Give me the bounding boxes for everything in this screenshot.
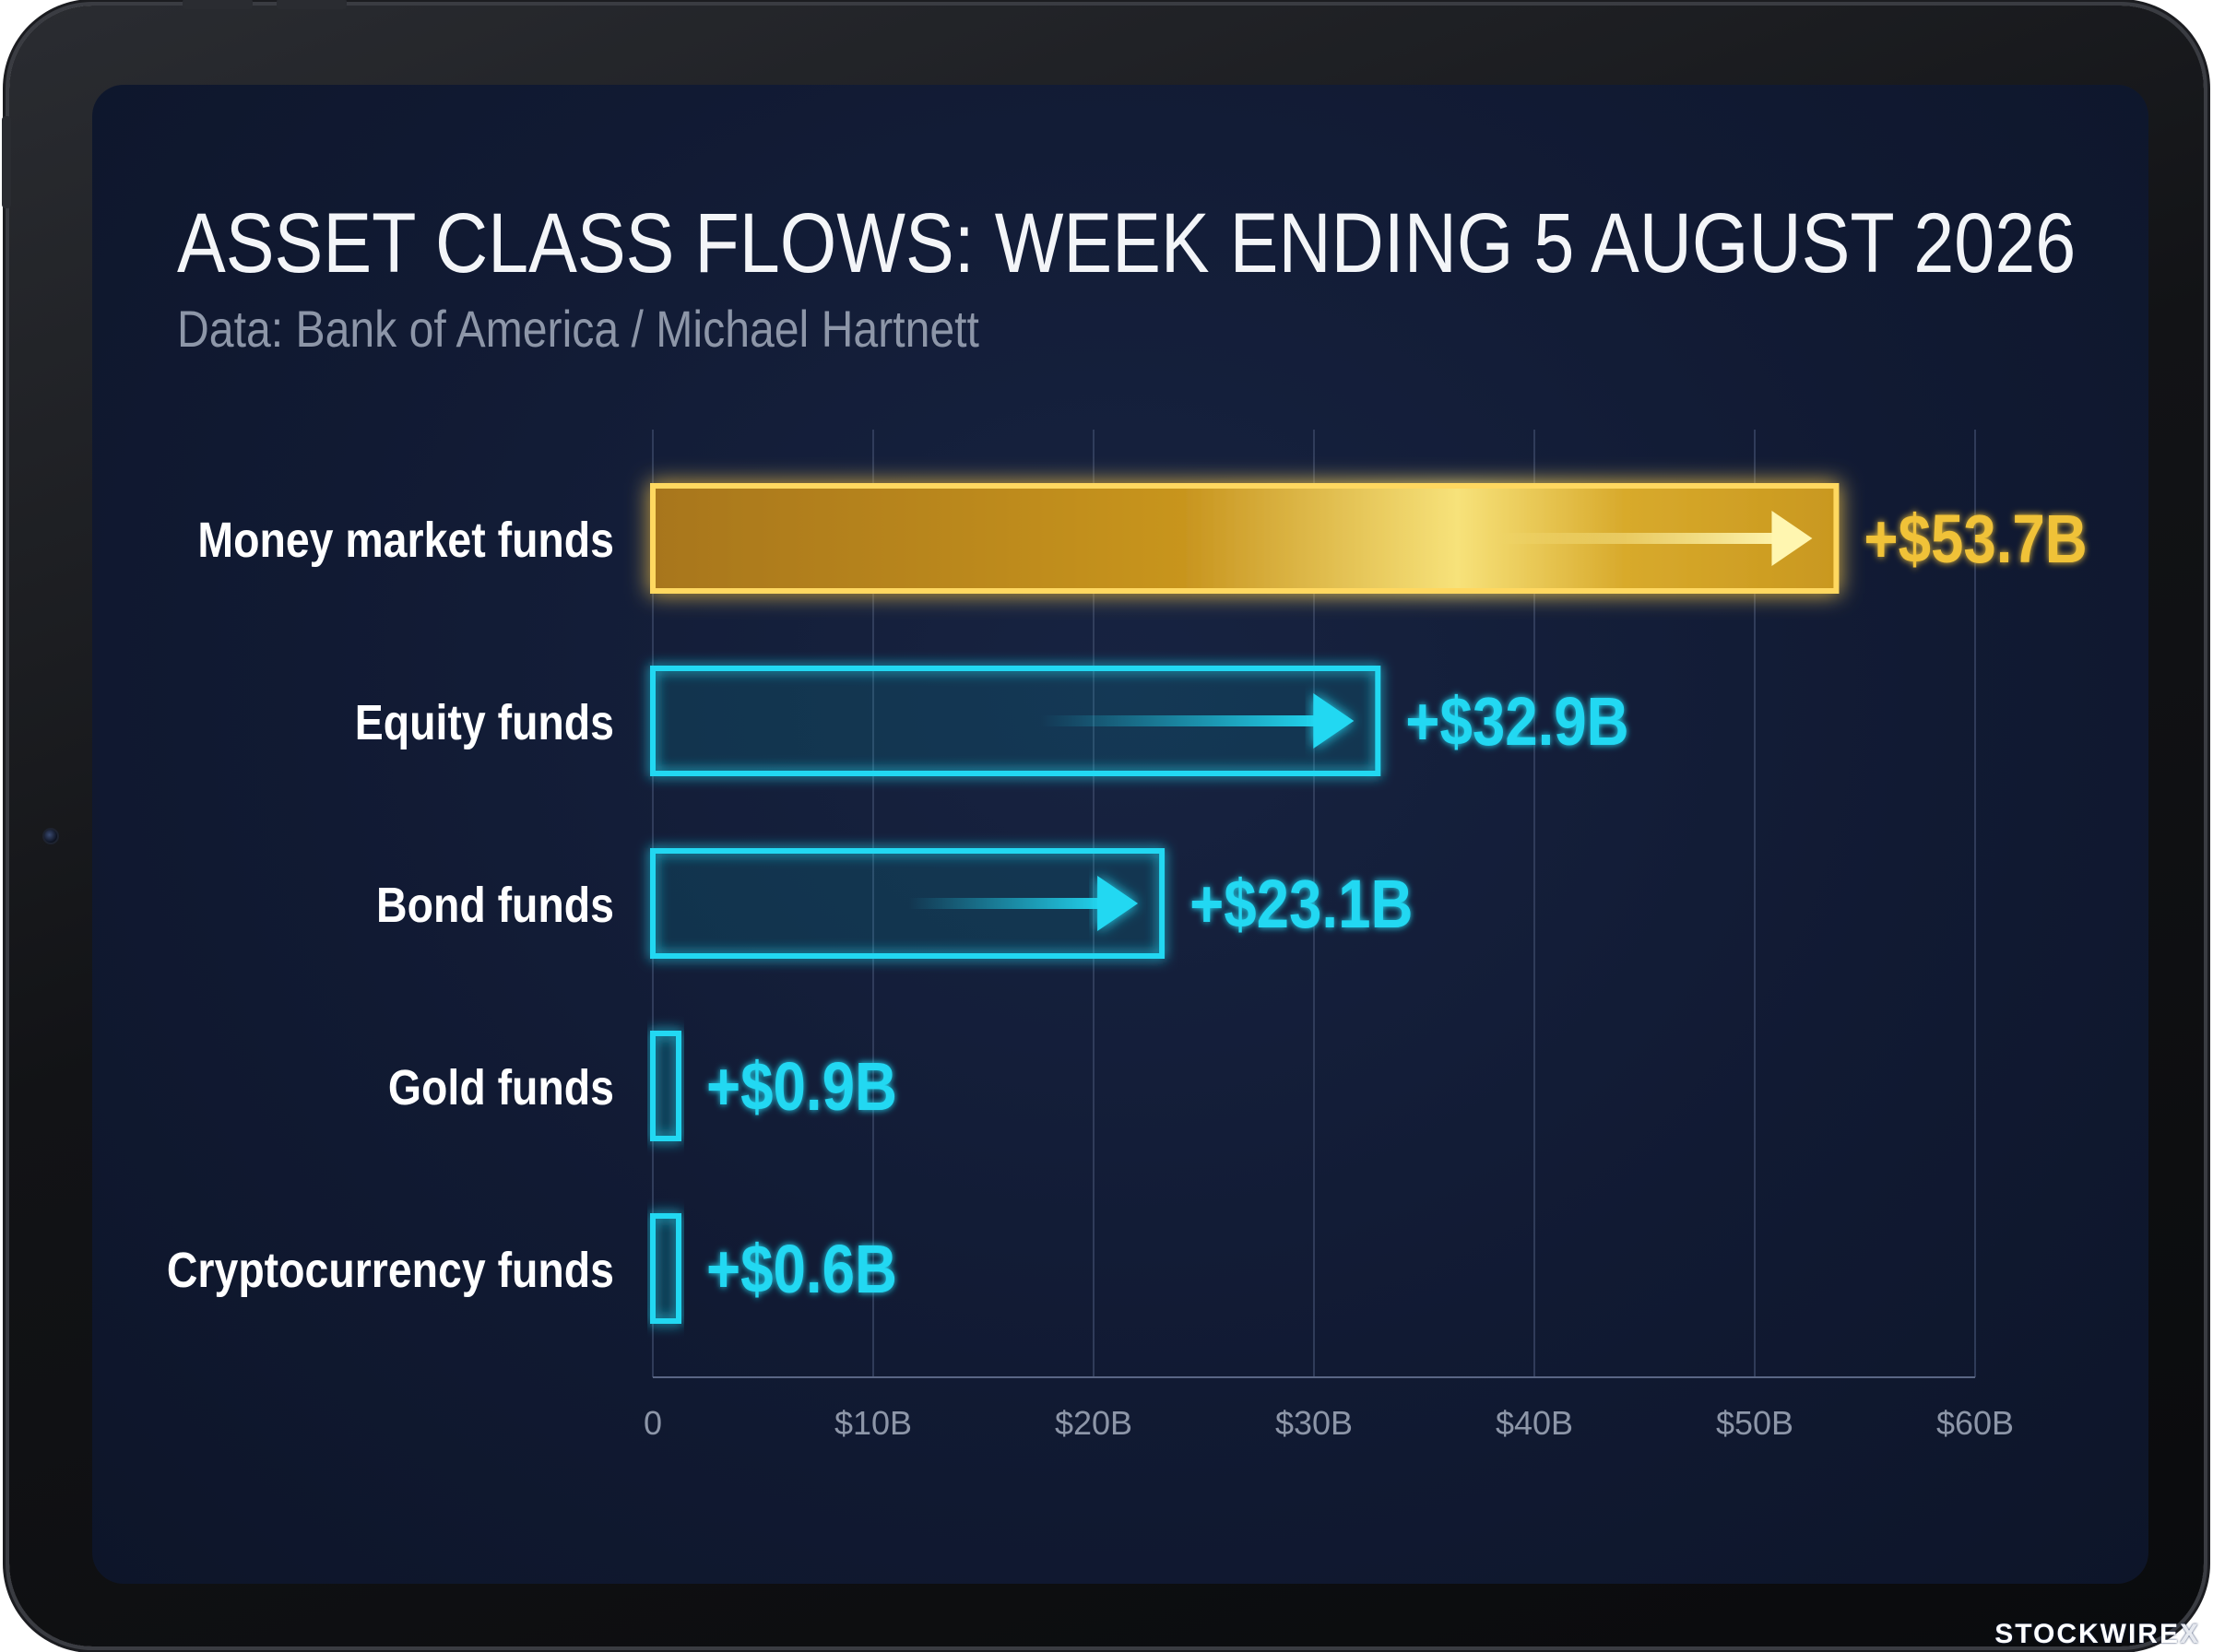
flow-arrow-shaft xyxy=(1040,715,1327,726)
chart-title: ASSET CLASS FLOWS: WEEK ENDING 5 AUGUST … xyxy=(177,196,2077,290)
category-label: Money market funds xyxy=(197,512,614,568)
value-label: +$0.6B xyxy=(706,1232,897,1308)
watermark-logo: STOCKWIREX xyxy=(1994,1619,2200,1649)
flow-arrow-shaft xyxy=(1498,533,1785,544)
bar-chart: 0 $10B $20B $30B $40B $50B $60B Money market f… xyxy=(167,430,2088,1442)
value-label: +$0.9B xyxy=(706,1049,897,1126)
category-label: Gold funds xyxy=(388,1059,614,1115)
value-label: +$23.1B xyxy=(1189,867,1413,943)
category-label: Bond funds xyxy=(376,877,614,933)
bar xyxy=(650,1031,681,1141)
flow-arrow-head xyxy=(1771,511,1813,566)
side-button xyxy=(2,116,11,208)
camera-icon xyxy=(42,828,59,844)
x-tick-label: $10B xyxy=(834,1404,912,1442)
value-label: +$32.9B xyxy=(1405,684,1628,761)
x-tick-label: 0 xyxy=(644,1404,662,1442)
bar xyxy=(650,1213,681,1324)
x-tick-label: $30B xyxy=(1275,1404,1353,1442)
flow-arrow-shaft xyxy=(908,898,1111,909)
x-tick-label: $60B xyxy=(1936,1404,2014,1442)
flow-arrow-head xyxy=(1313,693,1355,749)
power-button xyxy=(277,0,347,9)
value-label: +$53.7B xyxy=(1864,502,2087,578)
x-tick-label: $50B xyxy=(1716,1404,1793,1442)
category-label: Cryptocurrency funds xyxy=(167,1242,614,1298)
chart-screen: ASSET CLASS FLOWS: WEEK ENDING 5 AUGUST … xyxy=(92,85,2148,1584)
x-tick-label: $40B xyxy=(1496,1404,1573,1442)
volume-button xyxy=(183,0,253,9)
category-label: Equity funds xyxy=(355,694,614,750)
chart-subtitle: Data: Bank of America / Michael Hartnett xyxy=(177,300,979,358)
x-tick-label: $20B xyxy=(1055,1404,1132,1442)
flow-arrow-head xyxy=(1097,876,1139,931)
